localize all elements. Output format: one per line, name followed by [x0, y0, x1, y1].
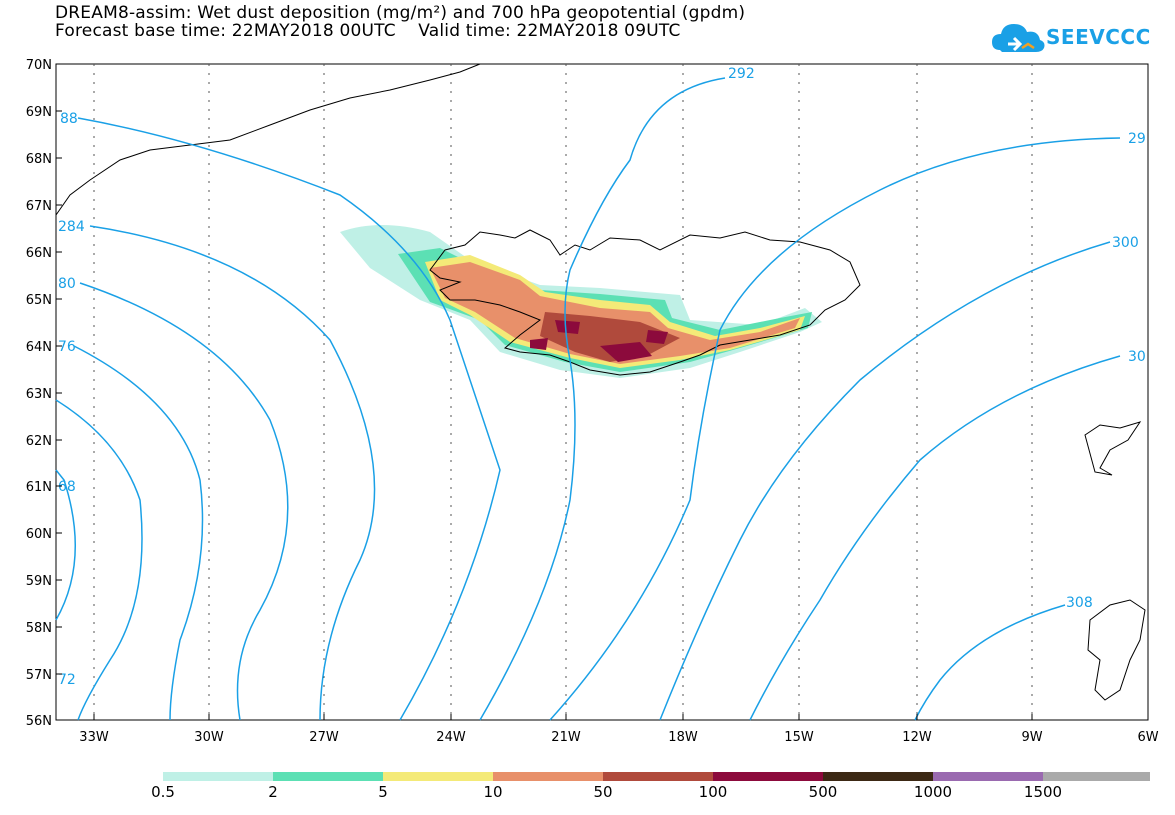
- contour-label: 68: [58, 479, 76, 495]
- contour-label: 308: [1066, 595, 1093, 611]
- title-line-2: Forecast base time: 22MAY2018 00UTC Vali…: [55, 21, 681, 41]
- lon-label: 6W: [1137, 730, 1158, 745]
- contour-label: 29: [1128, 131, 1146, 147]
- legend-swatch: [933, 772, 1043, 781]
- legend-swatch: [163, 772, 273, 781]
- legend-swatch: [823, 772, 933, 781]
- cloud-icon: [992, 24, 1045, 52]
- coastlines: [55, 63, 1146, 701]
- title-line-1: DREAM8-assim: Wet dust deposition (mg/m²…: [55, 3, 746, 23]
- lat-label: 63N: [26, 387, 52, 402]
- legend-label: 5: [378, 783, 388, 801]
- lon-label: 18W: [668, 730, 698, 745]
- legend-label: 100: [698, 783, 728, 801]
- geopotential-contours: [55, 77, 1121, 721]
- lat-label: 70N: [26, 58, 52, 73]
- contour-label: 72: [58, 672, 76, 688]
- legend-label: 2: [268, 783, 278, 801]
- map-frame: [55, 63, 1149, 721]
- lat-label: 58N: [26, 621, 52, 636]
- lat-label: 66N: [26, 246, 52, 261]
- legend-label: 10: [483, 783, 503, 801]
- contour-label: 292: [728, 66, 755, 82]
- legend-swatch: [1043, 772, 1150, 781]
- legend-label: 1000: [913, 783, 953, 801]
- lon-label: 21W: [551, 730, 581, 745]
- lat-label: 64N: [26, 340, 52, 355]
- legend-label: 500: [808, 783, 838, 801]
- lon-label: 12W: [902, 730, 932, 745]
- lon-label: 15W: [784, 730, 814, 745]
- legend-label: 50: [593, 783, 613, 801]
- lat-label: 56N: [26, 714, 52, 729]
- lon-label: 30W: [194, 730, 224, 745]
- lon-label: 9W: [1021, 730, 1042, 745]
- lat-label: 68N: [26, 152, 52, 167]
- legend-swatch: [383, 772, 493, 781]
- latitude-labels: 70N 69N 68N 67N 66N 65N 64N 63N 62N 61N …: [26, 58, 52, 729]
- legend-label: 1500: [1023, 783, 1063, 801]
- axis-ticks: [56, 63, 1033, 720]
- lat-label: 65N: [26, 293, 52, 308]
- contour-label: 88: [60, 111, 78, 127]
- legend-swatch: [603, 772, 713, 781]
- contour-label: 284: [58, 219, 85, 235]
- legend-label: 0.5: [151, 783, 175, 801]
- legend-swatch: [713, 772, 823, 781]
- lat-label: 61N: [26, 480, 52, 495]
- legend-colorbar: [163, 772, 1150, 781]
- seevccc-logo: SEEVCCC: [990, 18, 1150, 62]
- logo-text: SEEVCCC: [1046, 25, 1151, 49]
- lat-label: 57N: [26, 668, 52, 683]
- lon-label: 24W: [436, 730, 466, 745]
- lat-label: 60N: [26, 527, 52, 542]
- longitude-labels: 33W 30W 27W 24W 21W 18W 15W 12W 9W 6W: [79, 730, 1158, 745]
- contour-labels: 88 284 80 76 68 72 292 29 300 30 308: [58, 66, 1146, 688]
- lat-label: 67N: [26, 199, 52, 214]
- lat-label: 59N: [26, 574, 52, 589]
- legend-swatch: [493, 772, 603, 781]
- legend-swatch: [273, 772, 383, 781]
- lat-label: 69N: [26, 105, 52, 120]
- contour-label: 80: [58, 276, 76, 292]
- lon-label: 33W: [79, 730, 109, 745]
- lon-label: 27W: [309, 730, 339, 745]
- contour-label: 300: [1112, 235, 1139, 251]
- dust-deposition-field: [340, 225, 822, 378]
- contour-label: 76: [58, 339, 76, 355]
- lat-label: 62N: [26, 434, 52, 449]
- contour-label: 30: [1128, 349, 1146, 365]
